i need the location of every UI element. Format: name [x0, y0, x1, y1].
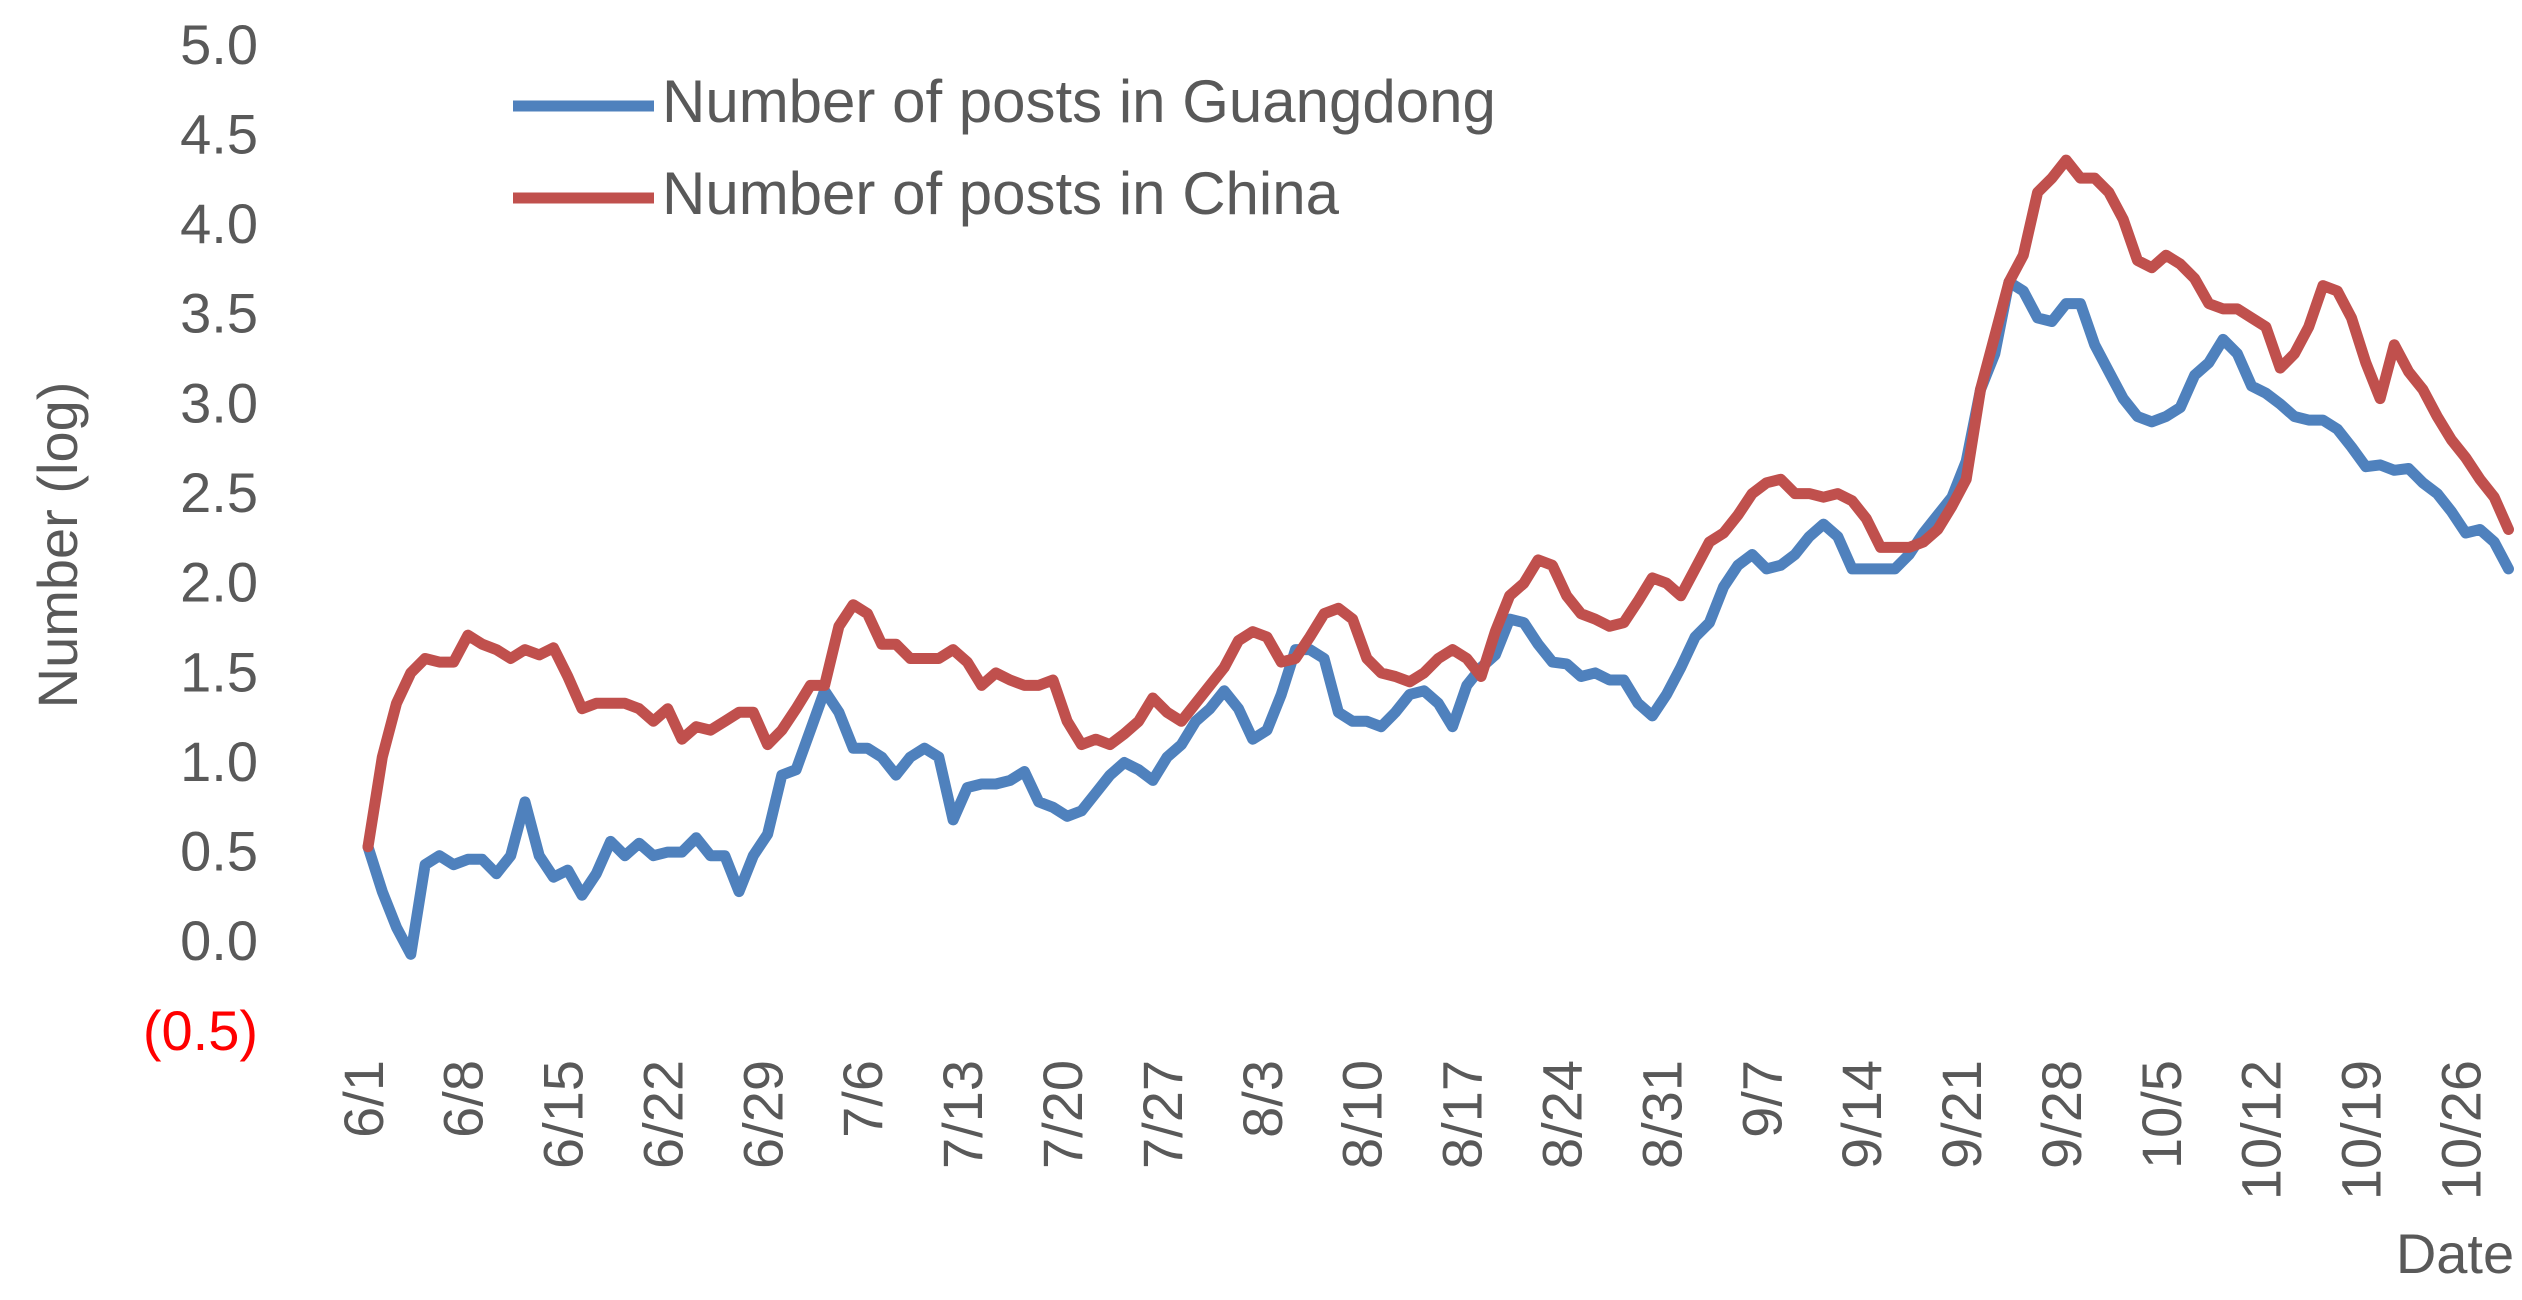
x-tick-label: 7/27 [1131, 1060, 1194, 1169]
x-tick-label: 10/26 [2429, 1060, 2492, 1200]
series-line [362, 154, 2514, 853]
x-tick-label: 9/14 [1830, 1060, 1893, 1169]
x-tick-label: 10/19 [2330, 1060, 2393, 1200]
y-tick-label: 0.0 [180, 909, 258, 972]
x-tick-label: 8/31 [1630, 1060, 1693, 1169]
x-axis-label: Date [2396, 1222, 2514, 1285]
x-tick-label: 6/1 [332, 1060, 395, 1138]
y-tick-label: (0.5) [143, 999, 258, 1062]
x-tick-label: 8/10 [1331, 1060, 1394, 1169]
x-tick-label: 10/12 [2230, 1060, 2293, 1200]
x-tick-label: 8/24 [1530, 1060, 1593, 1169]
x-tick-label: 6/29 [731, 1060, 794, 1169]
y-tick-label: 1.0 [180, 730, 258, 793]
x-tick-label: 9/21 [1930, 1060, 1993, 1169]
x-tick-label: 9/28 [2030, 1060, 2093, 1169]
y-axis-label: Number (log) [26, 382, 89, 709]
x-tick-label: 10/5 [2130, 1060, 2193, 1169]
x-tick-label: 7/6 [831, 1060, 894, 1138]
x-tick-label: 6/22 [631, 1060, 694, 1169]
x-tick-label: 6/8 [432, 1060, 495, 1138]
series-line [362, 276, 2514, 960]
y-tick-label: 3.5 [180, 282, 258, 345]
x-tick-label: 8/3 [1231, 1060, 1294, 1138]
x-tick-label: 6/15 [532, 1060, 595, 1169]
legend-label: Number of posts in China [662, 160, 1340, 227]
x-tick-label: 7/20 [1031, 1060, 1094, 1169]
y-tick-label: 4.0 [180, 192, 258, 255]
y-tick-label: 2.5 [180, 461, 258, 524]
x-tick-label: 9/7 [1730, 1060, 1793, 1138]
y-tick-label: 3.0 [180, 371, 258, 434]
y-tick-label: 1.5 [180, 640, 258, 703]
y-tick-label: 2.0 [180, 551, 258, 614]
legend-label: Number of posts in Guangdong [662, 68, 1496, 135]
y-tick-label: 4.5 [180, 102, 258, 165]
x-tick-label: 8/17 [1431, 1060, 1494, 1169]
x-tick-label: 7/13 [931, 1060, 994, 1169]
y-tick-label: 5.0 [180, 13, 258, 76]
y-tick-label: 0.5 [180, 820, 258, 883]
